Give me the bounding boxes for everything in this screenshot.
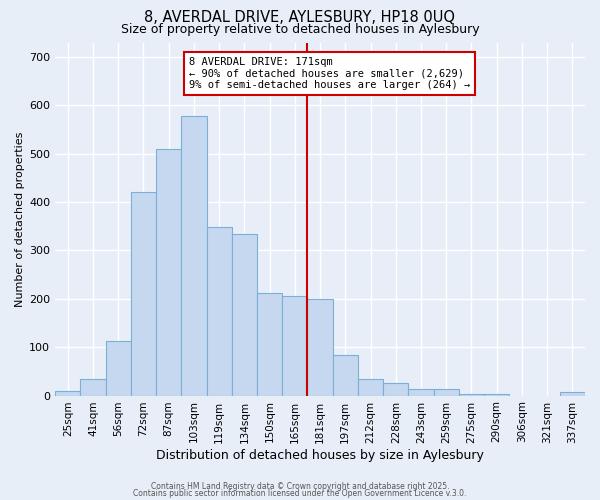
- Bar: [332, 356, 358, 396]
- Bar: [484, 394, 509, 396]
- Bar: [55, 390, 80, 396]
- Text: 8 AVERDAL DRIVE: 171sqm
← 90% of detached houses are smaller (2,629)
9% of semi-: 8 AVERDAL DRIVE: 171sqm ← 90% of detache…: [189, 57, 470, 90]
- Bar: [358, 378, 383, 396]
- Bar: [459, 394, 484, 396]
- Bar: [206, 228, 232, 396]
- Bar: [257, 292, 282, 396]
- Bar: [560, 392, 585, 396]
- Y-axis label: Number of detached properties: Number of detached properties: [15, 132, 25, 306]
- Bar: [383, 384, 409, 396]
- Text: 8, AVERDAL DRIVE, AYLESBURY, HP18 0UQ: 8, AVERDAL DRIVE, AYLESBURY, HP18 0UQ: [145, 10, 455, 25]
- Text: Contains HM Land Registry data © Crown copyright and database right 2025.: Contains HM Land Registry data © Crown c…: [151, 482, 449, 491]
- Bar: [434, 390, 459, 396]
- Text: Size of property relative to detached houses in Aylesbury: Size of property relative to detached ho…: [121, 22, 479, 36]
- Bar: [156, 149, 181, 396]
- Bar: [307, 299, 332, 396]
- Bar: [181, 116, 206, 396]
- Text: Contains public sector information licensed under the Open Government Licence v.: Contains public sector information licen…: [133, 490, 467, 498]
- Bar: [131, 192, 156, 396]
- Bar: [232, 234, 257, 396]
- Bar: [282, 296, 307, 396]
- Bar: [80, 378, 106, 396]
- Bar: [409, 390, 434, 396]
- Bar: [106, 341, 131, 396]
- X-axis label: Distribution of detached houses by size in Aylesbury: Distribution of detached houses by size …: [156, 450, 484, 462]
